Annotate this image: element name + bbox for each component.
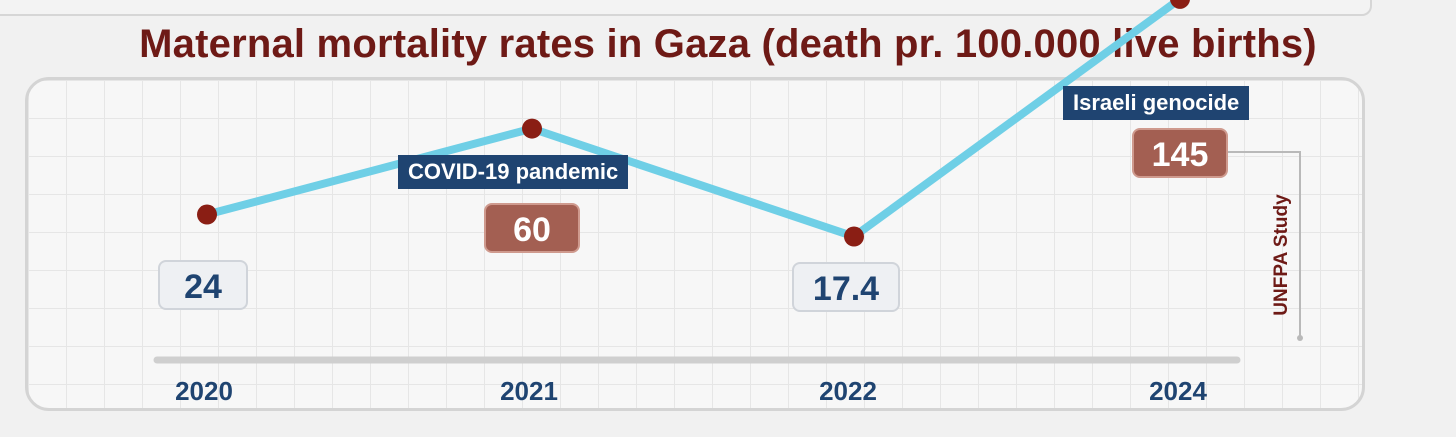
genocide-annotation: Israeli genocide (1063, 86, 1250, 120)
series-line (203, 0, 1184, 241)
data-point (197, 204, 217, 225)
source-connector (1222, 151, 1301, 338)
covid-annotation: COVID-19 pandemic (398, 155, 629, 189)
top-strip (0, 0, 1372, 16)
data-point (522, 118, 542, 139)
data-point (844, 226, 864, 247)
value-label: 60 (484, 203, 580, 253)
value-label: 145 (1132, 128, 1228, 178)
source-connector-dot (1297, 335, 1303, 341)
x-tick-label: 2020 (175, 376, 233, 406)
value-label: 24 (158, 260, 248, 310)
x-tick-label: 2024 (1149, 376, 1207, 406)
chart-card (25, 77, 1365, 411)
x-tick-label: 2022 (819, 376, 877, 406)
data-point (1170, 0, 1190, 9)
value-label: 17.4 (792, 262, 900, 312)
source-label: UNFPA Study (1271, 194, 1292, 316)
x-tick-label: 2021 (500, 376, 558, 406)
